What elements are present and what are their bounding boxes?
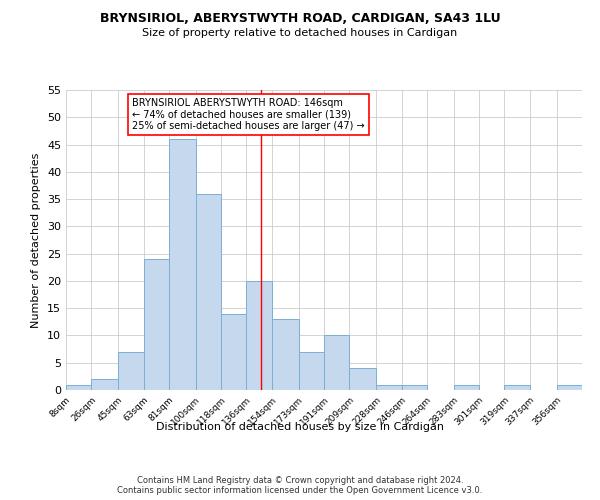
Text: BRYNSIRIOL, ABERYSTWYTH ROAD, CARDIGAN, SA43 1LU: BRYNSIRIOL, ABERYSTWYTH ROAD, CARDIGAN, … [100,12,500,26]
Text: Size of property relative to detached houses in Cardigan: Size of property relative to detached ho… [142,28,458,38]
Y-axis label: Number of detached properties: Number of detached properties [31,152,41,328]
Bar [169,139,196,390]
Text: Contains HM Land Registry data © Crown copyright and database right 2024.
Contai: Contains HM Land Registry data © Crown c… [118,476,482,495]
Bar [557,384,582,390]
Bar [505,384,530,390]
Bar [91,379,118,390]
Bar [196,194,221,390]
Bar [324,336,349,390]
Bar [299,352,324,390]
Bar [401,384,427,390]
Bar [376,384,401,390]
Bar [454,384,479,390]
Bar [118,352,143,390]
Bar [272,319,299,390]
Text: Distribution of detached houses by size in Cardigan: Distribution of detached houses by size … [156,422,444,432]
Bar [143,259,169,390]
Bar [349,368,376,390]
Bar [221,314,247,390]
Bar [247,281,272,390]
Text: BRYNSIRIOL ABERYSTWYTH ROAD: 146sqm
← 74% of detached houses are smaller (139)
2: BRYNSIRIOL ABERYSTWYTH ROAD: 146sqm ← 74… [132,98,365,132]
Bar [66,384,91,390]
